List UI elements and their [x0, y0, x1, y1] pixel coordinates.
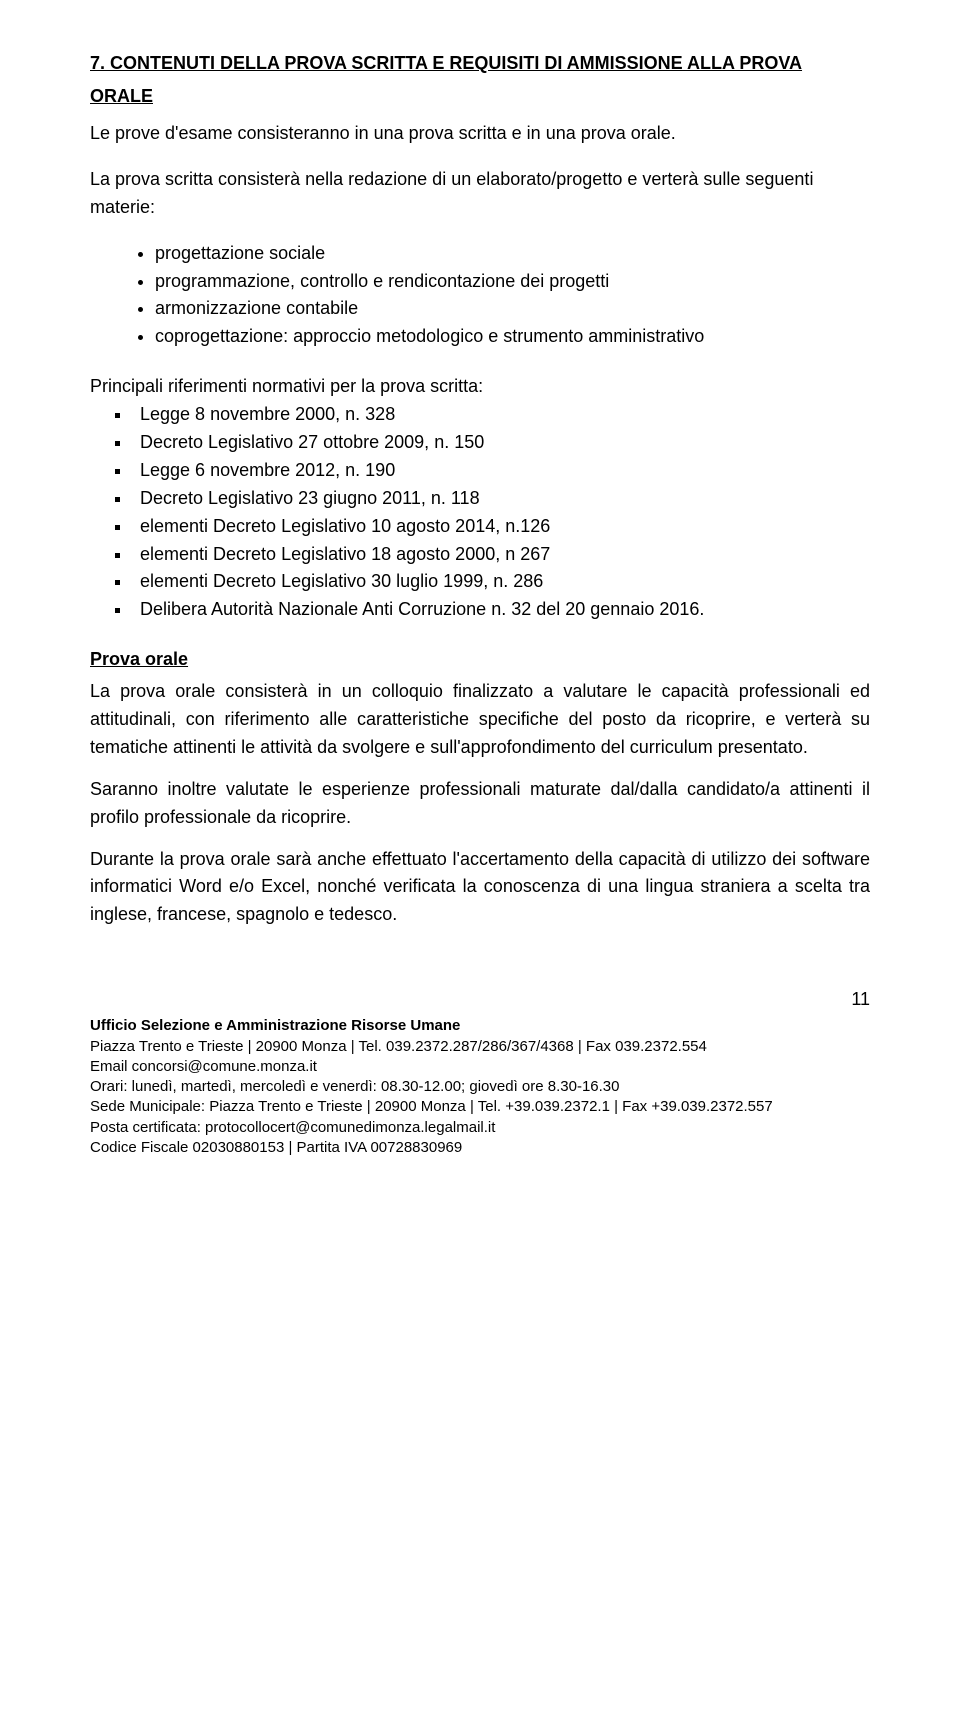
oral-paragraph-3: Durante la prova orale sarà anche effett… [90, 846, 870, 930]
list-item: Decreto Legislativo 23 giugno 2011, n. 1… [132, 485, 870, 513]
intro-paragraph: Le prove d'esame consisteranno in una pr… [90, 120, 870, 148]
list-item: elementi Decreto Legislativo 18 agosto 2… [132, 541, 870, 569]
footer-address: Piazza Trento e Trieste | 20900 Monza | … [90, 1037, 870, 1057]
oral-paragraph-2: Saranno inoltre valutate le esperienze p… [90, 776, 870, 832]
references-intro: Principali riferimenti normativi per la … [90, 373, 870, 401]
oral-paragraph-1: La prova orale consisterà in un colloqui… [90, 678, 870, 762]
oral-exam-title: Prova orale [90, 646, 870, 674]
list-item: elementi Decreto Legislativo 30 luglio 1… [132, 568, 870, 596]
page-number: 11 [90, 989, 870, 1010]
written-exam-intro: La prova scritta consisterà nella redazi… [90, 166, 870, 222]
list-item: Decreto Legislativo 27 ottobre 2009, n. … [132, 429, 870, 457]
list-item: Legge 8 novembre 2000, n. 328 [132, 401, 870, 429]
section-title-line1: 7. CONTENUTI DELLA PROVA SCRITTA E REQUI… [90, 50, 870, 77]
list-item: armonizzazione contabile [155, 295, 870, 323]
footer-email: Email concorsi@comune.monza.it [90, 1057, 870, 1077]
subject-list: progettazione sociale programmazione, co… [90, 240, 870, 352]
section-title-line2: ORALE [90, 83, 870, 110]
footer-sede: Sede Municipale: Piazza Trento e Trieste… [90, 1097, 870, 1117]
footer-cf: Codice Fiscale 02030880153 | Partita IVA… [90, 1138, 870, 1158]
list-item: Legge 6 novembre 2012, n. 190 [132, 457, 870, 485]
footer: Ufficio Selezione e Amministrazione Riso… [90, 1016, 870, 1158]
list-item: coprogettazione: approccio metodologico … [155, 323, 870, 351]
list-item: Delibera Autorità Nazionale Anti Corruzi… [132, 596, 870, 624]
list-item: programmazione, controllo e rendicontazi… [155, 268, 870, 296]
list-item: elementi Decreto Legislativo 10 agosto 2… [132, 513, 870, 541]
list-item: progettazione sociale [155, 240, 870, 268]
footer-office: Ufficio Selezione e Amministrazione Riso… [90, 1016, 870, 1036]
footer-pec: Posta certificata: protocollocert@comune… [90, 1118, 870, 1138]
references-list: Legge 8 novembre 2000, n. 328 Decreto Le… [90, 401, 870, 624]
footer-hours: Orari: lunedì, martedì, mercoledì e vene… [90, 1077, 870, 1097]
document-page: 7. CONTENUTI DELLA PROVA SCRITTA E REQUI… [0, 0, 960, 1198]
